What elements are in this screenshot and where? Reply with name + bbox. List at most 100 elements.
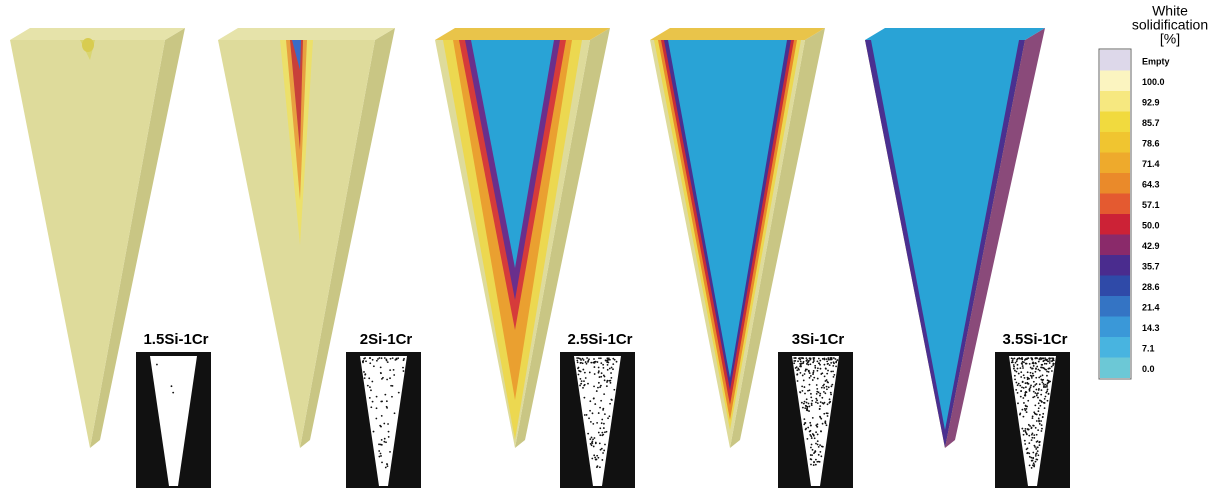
inset-dot [602,452,604,454]
legend-label: 0.0 [1142,364,1155,374]
inset-dot [582,369,584,371]
inset-dot [1038,361,1040,363]
inset-dot [1026,408,1028,410]
legend-label: 71.4 [1142,159,1160,169]
inset-label: 2Si-1Cr [360,331,413,348]
inset-dot [817,440,819,442]
inset-dot [1042,379,1044,381]
inset-dot [611,367,613,369]
inset-dot [829,401,831,403]
inset-dot [1013,364,1015,366]
inset-dot [1026,391,1028,393]
legend-swatch [1100,50,1130,71]
inset-dot [383,441,385,443]
inset-dot [384,357,386,359]
inset-dot [1049,360,1051,362]
inset-dot [591,442,593,444]
inset-dot [1019,413,1021,415]
inset-dot [827,412,829,414]
inset-dot [1037,454,1039,456]
inset-dot [835,358,837,360]
inset-dot [824,392,826,394]
inset-dot [797,380,799,382]
inset-dot [805,357,807,359]
inset-dot [818,362,820,364]
inset-dot [1031,358,1033,360]
inset-dot [1043,383,1045,385]
inset-dot [367,385,369,387]
inset-dot [1036,395,1038,397]
inset-dot [823,384,825,386]
inset-dot [587,383,589,385]
wedge-top [218,28,395,40]
inset-dot [1023,402,1025,404]
inset-dot [813,464,815,466]
inset-dot [819,416,821,418]
inset-dot [1027,378,1029,380]
inset-dot [1035,448,1037,450]
inset-dot [599,407,601,409]
inset: 2.5Si-1Cr [560,331,635,488]
inset-dot [595,459,597,461]
inset-dot [817,423,819,425]
inset-dot [598,370,600,372]
inset-dot [1040,394,1042,396]
legend-swatch [1100,358,1130,379]
inset-dot [393,369,395,371]
inset-dot [1028,383,1030,385]
inset-dot [594,361,596,363]
inset-dot [1014,375,1016,377]
inset-dot [1036,357,1038,359]
legend-label: 7.1 [1142,343,1155,353]
inset-dot [1031,427,1033,429]
inset-dot [806,360,808,362]
inset-dot [380,453,382,455]
inset-dot [387,423,389,425]
inset-dot [378,443,380,445]
inset-dot [596,390,598,392]
inset-dot [1051,370,1053,372]
inset-dot [827,381,829,383]
inset-dot [1046,386,1048,388]
inset-dot [389,377,391,379]
inset-dot [804,401,806,403]
inset-dot [598,372,600,374]
inset-dot [386,463,388,465]
inset-dot [799,372,801,374]
inset-dot [813,452,815,454]
inset-dot [583,359,585,361]
inset-dot [816,461,818,463]
inset-dot [593,454,595,456]
inset-label: 2.5Si-1Cr [567,331,632,348]
inset-dot [379,357,381,359]
inset-dot [594,457,596,459]
inset-dot [1025,431,1027,433]
inset-dot [809,389,811,391]
inset-dot [817,370,819,372]
inset-dot [797,368,799,370]
inset-dot [810,464,812,466]
inset-dot [1032,457,1034,459]
inset-dot [815,401,817,403]
inset-dot [799,359,801,361]
inset-dot [1018,383,1020,385]
inset-dot [1036,459,1038,461]
inset-dot [597,387,599,389]
inset-dot [156,364,158,366]
inset-dot [386,379,388,381]
inset-dot [376,360,378,362]
inset-dot [603,427,605,429]
inset-dot [599,466,601,468]
inset-dot [1048,380,1050,382]
inset-dot [602,364,604,366]
inset-dot [604,376,606,378]
inset-dot [1034,446,1036,448]
inset-dot [1044,407,1046,409]
inset-dot [612,368,614,370]
inset-dot [808,403,810,405]
inset-dot [1038,421,1040,423]
inset-dot [833,376,835,378]
inset-dot [1025,358,1027,360]
inset: 3.5Si-1Cr [995,331,1070,488]
inset-dot [1039,414,1041,416]
